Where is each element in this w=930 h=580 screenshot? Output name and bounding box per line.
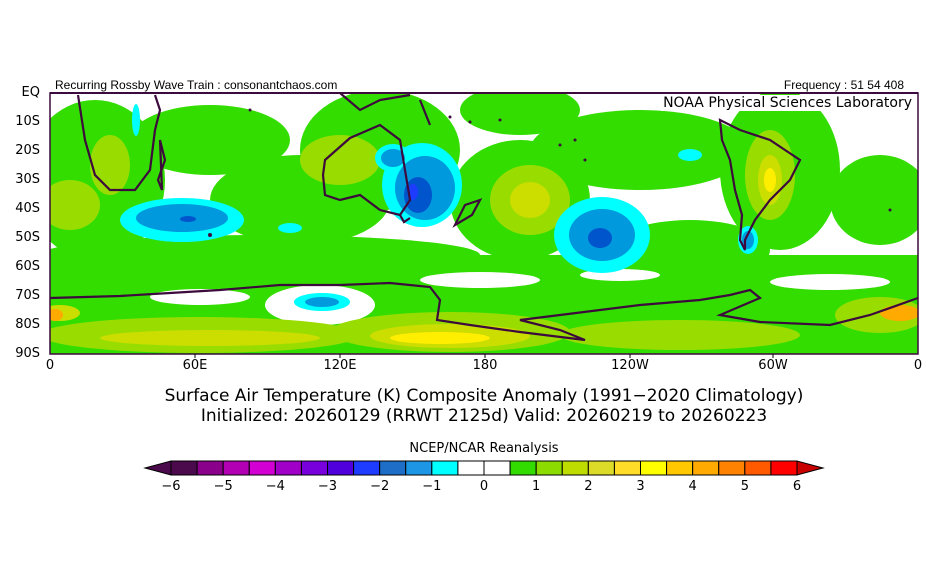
- lat-label: 60S: [15, 259, 40, 274]
- colorbar-left-arrow: [143, 460, 172, 476]
- lat-label: 80S: [15, 317, 40, 332]
- colorbar-tick-label: 3: [636, 479, 645, 494]
- lon-label: 0: [45, 358, 55, 373]
- lon-label: 180: [472, 358, 498, 373]
- colorbar-tick-label: 0: [479, 479, 489, 494]
- lat-label: EQ: [21, 85, 40, 100]
- colorbar-swatch: [248, 460, 276, 476]
- colorbar-swatch: [613, 460, 642, 476]
- colorbar-swatch: [274, 460, 302, 476]
- colorbar-swatch: [770, 460, 798, 476]
- colorbar-swatch: [196, 460, 224, 476]
- colorbar-swatch: [379, 460, 407, 476]
- colorbar-swatch: [587, 460, 615, 476]
- frequency-label: Frequency : 51 54 408: [783, 78, 904, 92]
- colorbar-swatch: [222, 460, 250, 476]
- colorbar-swatch: [640, 460, 668, 476]
- lon-label: 60E: [182, 358, 208, 373]
- colorbar-tick-label: −3: [317, 479, 338, 494]
- title-line-1: Surface Air Temperature (K) Composite An…: [164, 386, 804, 406]
- colorbar-tick-label: −1: [422, 479, 442, 494]
- colorbar-swatch: [300, 460, 328, 476]
- lon-label: 120W: [611, 358, 649, 373]
- lat-label: 50S: [15, 230, 40, 245]
- colorbar-swatch: [405, 460, 433, 476]
- lat-label: 30S: [15, 172, 40, 187]
- colorbar-swatch: [483, 460, 511, 476]
- colorbar-label: NCEP/NCAR Reanalysis: [409, 441, 559, 456]
- colorbar-swatch: [561, 460, 589, 476]
- lat-label: 40S: [15, 201, 40, 216]
- colorbar-tick-label: 1: [532, 479, 541, 494]
- lon-label: 0: [913, 358, 923, 373]
- colorbar-swatch: [457, 460, 485, 476]
- lat-label: 20S: [15, 143, 40, 158]
- colorbar-swatch: [353, 460, 381, 476]
- colorbar-tick-label: 5: [740, 479, 749, 494]
- colorbar-swatch: [327, 460, 355, 476]
- lon-label: 60W: [758, 358, 788, 373]
- source-label: Recurring Rossby Wave Train : consonantc…: [55, 78, 338, 92]
- colorbar-right-arrow: [796, 460, 825, 476]
- colorbar-tick-label: 2: [584, 479, 593, 494]
- lat-label: 70S: [15, 288, 40, 303]
- colorbar-swatch: [535, 460, 563, 476]
- coastlines: [50, 93, 918, 342]
- colorbar-tick-label: 4: [688, 479, 697, 494]
- lon-label: 120E: [323, 358, 357, 373]
- colorbar-swatch: [666, 460, 694, 476]
- colorbar-tick-label: −5: [213, 479, 233, 494]
- colorbar-swatch: [718, 460, 746, 476]
- lat-label: 90S: [15, 346, 40, 361]
- colorbar: [143, 460, 825, 476]
- colorbar-tick-label: −4: [265, 479, 285, 494]
- lat-label: 10S: [15, 114, 40, 129]
- colorbar-swatch: [170, 460, 198, 476]
- colorbar-tick-label: −6: [161, 479, 181, 494]
- colorbar-swatch: [509, 460, 537, 476]
- colorbar-tick-label: −2: [370, 479, 390, 494]
- lab-label: NOAA Physical Sciences Laboratory: [661, 95, 914, 111]
- colorbar-swatch: [744, 460, 772, 476]
- title-line-2: Initialized: 20260129 (RRWT 2125d) Valid…: [200, 406, 768, 426]
- anomaly-field: [50, 93, 918, 354]
- colorbar-swatch: [431, 460, 459, 476]
- colorbar-swatch: [692, 460, 720, 476]
- colorbar-tick-label: 6: [792, 479, 802, 494]
